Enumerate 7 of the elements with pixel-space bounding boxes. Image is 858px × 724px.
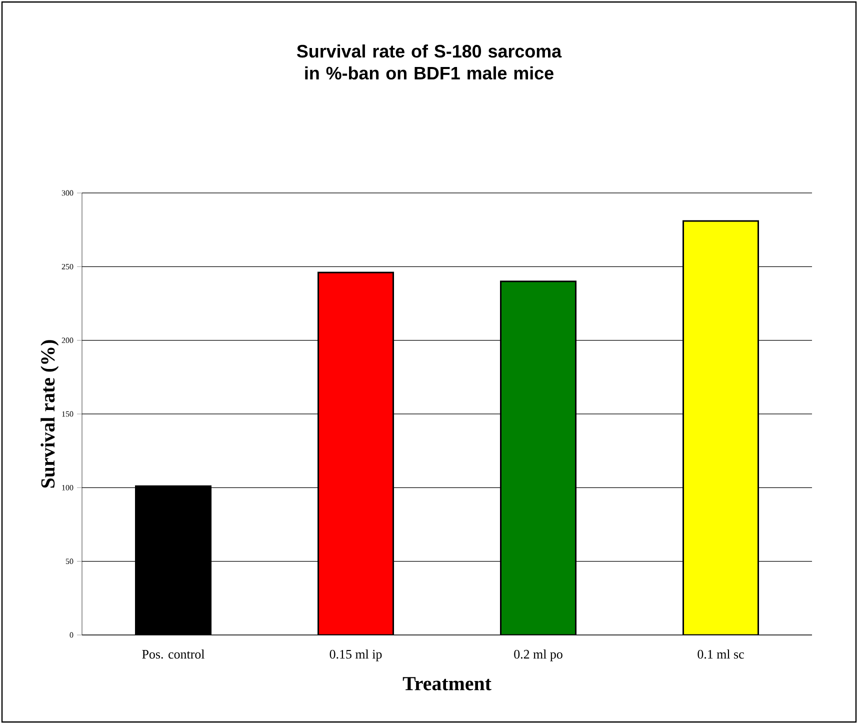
x-tick-label: Pos. control	[142, 650, 204, 659]
chart-title: Survival rate of S-180 sarcoma in %-ban on BDF1 male mice	[296, 44, 562, 80]
x-tick-label: 0.15 ml ip	[330, 650, 382, 662]
x-axis-title: Treatment	[402, 677, 492, 690]
y-axis-title: Survival rate (%)	[40, 340, 59, 488]
x-tick-label: 0.1 ml sc	[698, 650, 744, 659]
x-tick-label: 0.2 ml po	[514, 650, 562, 662]
